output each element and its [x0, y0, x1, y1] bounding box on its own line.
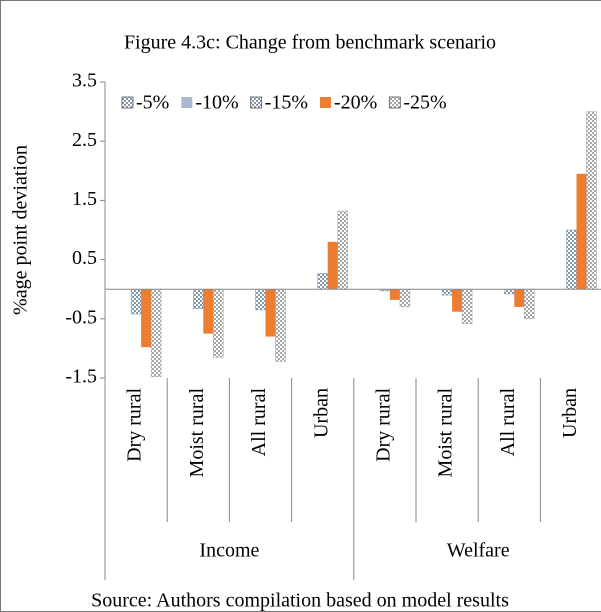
y-tick-label: 0.5 — [72, 247, 97, 269]
bar — [461, 288, 473, 324]
x-tick-label: Dry rural — [372, 388, 394, 462]
x-tick-label: All rural — [497, 388, 519, 457]
bar — [514, 289, 525, 307]
bar — [130, 288, 142, 315]
bar — [576, 173, 587, 290]
bar — [566, 229, 577, 290]
x-tick-label: Moist rural — [435, 388, 457, 478]
chart-title: Figure 4.3c: Change from benchmark scena… — [124, 32, 496, 54]
x-tick-label: Urban — [310, 388, 332, 438]
bar — [389, 289, 400, 300]
bar — [452, 289, 463, 312]
x-tick-label: All rural — [248, 388, 270, 457]
bar — [141, 289, 152, 348]
bar — [524, 288, 535, 320]
legend-swatch — [319, 97, 331, 108]
bar — [150, 288, 162, 378]
legend-label: -15% — [265, 92, 308, 114]
bar — [337, 210, 348, 290]
legend-label: -25% — [403, 92, 446, 114]
legend-swatch — [250, 96, 263, 109]
y-tick-label: 2.5 — [72, 129, 97, 151]
y-axis-label: %age point deviation — [10, 145, 32, 315]
bar — [586, 111, 597, 290]
y-tick-label: -0.5 — [65, 306, 97, 328]
legend-swatch — [181, 97, 193, 108]
bar — [317, 272, 328, 290]
y-tick-label: 3.5 — [72, 70, 97, 92]
x-tick-label: Moist rural — [186, 388, 208, 478]
y-tick-label: 1.5 — [72, 188, 97, 210]
group-label: Income — [199, 540, 259, 562]
bar — [203, 289, 214, 334]
x-tick-label: Dry rural — [124, 388, 146, 462]
legend-label: -20% — [334, 92, 377, 114]
bar — [275, 288, 286, 362]
bar — [504, 288, 515, 295]
legend-swatch — [388, 96, 401, 109]
legend-label: -10% — [195, 92, 238, 114]
bar — [265, 289, 276, 337]
bar — [255, 288, 266, 311]
bar — [327, 241, 338, 290]
bar — [193, 288, 204, 309]
bar — [213, 288, 224, 358]
y-tick-label: -1.5 — [65, 366, 97, 388]
group-label: Welfare — [447, 540, 510, 562]
bar — [399, 288, 411, 308]
source-note: Source: Authors compilation based on mod… — [91, 590, 509, 612]
legend-label: -5% — [136, 92, 169, 114]
legend-swatch — [121, 96, 134, 109]
bar — [441, 288, 453, 296]
x-tick-label: Urban — [559, 388, 581, 438]
